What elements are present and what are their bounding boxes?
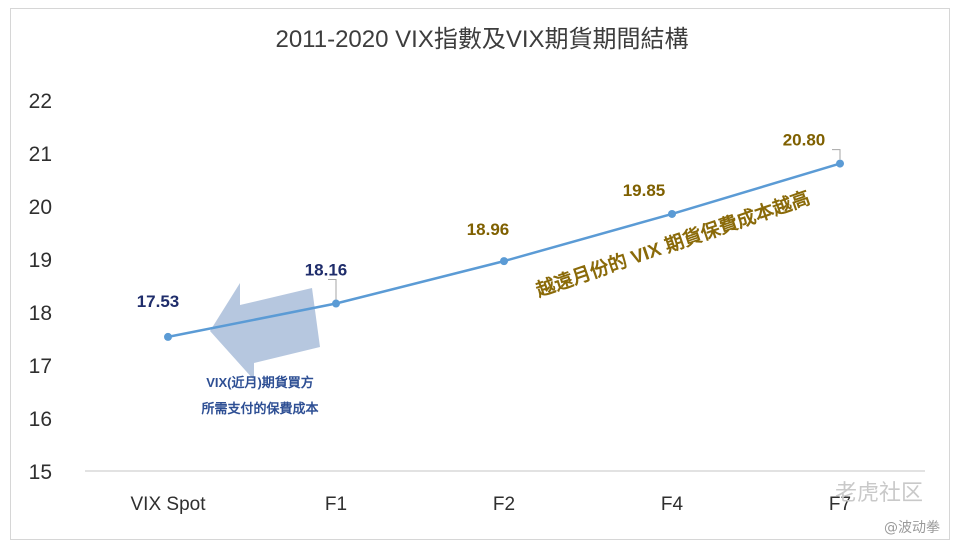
data-point [500, 257, 508, 266]
x-axis-ticks: VIX Spot F1 F2 F4 F7 [131, 494, 852, 515]
leader-line [832, 149, 841, 160]
data-label: 20.80 [783, 131, 826, 150]
data-point [164, 332, 172, 341]
data-point [836, 159, 844, 168]
y-tick-label: 19 [29, 249, 52, 272]
arrow-annotation: VIX(近月)期貨買方 所需支付的保費成本 [201, 375, 318, 416]
arrow-annotation-line-2: 所需支付的保費成本 [201, 401, 318, 416]
y-tick-label: 21 [29, 143, 52, 166]
chart-frame [10, 8, 950, 540]
data-labels: 17.53 18.16 18.96 19.85 20.80 [137, 131, 841, 311]
data-label: 17.53 [137, 292, 180, 311]
y-tick-label: 20 [29, 196, 52, 219]
x-tick-label: VIX Spot [131, 494, 207, 515]
x-tick-label: F7 [829, 494, 851, 515]
y-tick-label: 18 [29, 302, 52, 325]
data-point [668, 209, 676, 218]
x-tick-label: F4 [661, 494, 684, 515]
y-axis-ticks: 15 16 17 18 19 20 21 22 [29, 90, 52, 484]
series-line-group [164, 159, 844, 341]
slope-annotation: 越遠月份的 VIX 期貨保費成本越高 [532, 186, 813, 302]
y-tick-label: 22 [29, 90, 52, 113]
data-point [332, 299, 340, 308]
data-label: 19.85 [623, 181, 666, 200]
y-tick-label: 16 [29, 408, 52, 431]
y-tick-label: 17 [29, 355, 52, 378]
watermark-brand: 老虎社区 [835, 481, 923, 506]
arrow-annotation-line-1: VIX(近月)期貨買方 [206, 375, 314, 390]
x-tick-label: F1 [325, 494, 347, 515]
y-tick-label: 15 [29, 461, 52, 484]
x-tick-label: F2 [493, 494, 515, 515]
data-label: 18.16 [305, 261, 348, 280]
leader-line [328, 279, 337, 300]
watermark-user: @波动拳 [884, 520, 940, 536]
chart-title: 2011-2020 VIX指數及VIX期貨期間結構 [275, 26, 688, 53]
left-arrow-shape [210, 283, 320, 380]
data-label: 18.96 [467, 220, 510, 239]
